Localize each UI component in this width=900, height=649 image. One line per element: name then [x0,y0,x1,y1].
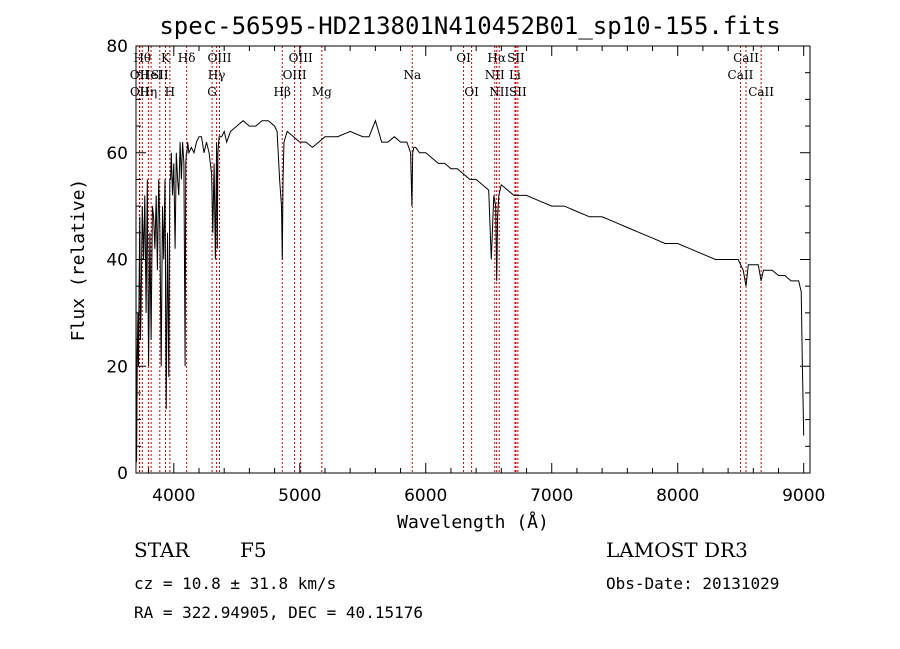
x-axis-label: Wavelength (Å) [397,511,549,533]
line-marker-label: OI [456,51,471,65]
x-axis-ticks: 4000 5000 6000 7000 8000 9000 [148,46,825,506]
line-marker-label: HeI [140,68,163,82]
line-marker-label: Hα [487,51,506,65]
y-axis-ticks: 0 20 40 60 80 [106,37,810,484]
line-marker-label: Hδ [178,51,196,65]
line-marker-label: CaII [728,68,754,82]
x-tick-label: 7000 [530,486,573,506]
line-marker-label: Li [509,68,521,82]
obs-date: Obs-Date: 20131029 [606,574,780,593]
line-marker-label: SII [509,85,527,99]
line-marker-label: OI [464,85,479,99]
x-tick-label: 6000 [404,486,447,506]
coordinates: RA = 322.94905, DEC = 40.15176 [134,603,423,622]
line-marker-label: Hη [140,85,158,99]
line-marker-label: NII [485,68,505,82]
line-marker-label: NII [489,85,509,99]
line-marker-label: OIII [283,68,307,82]
line-marker-label: OIII [289,51,313,65]
object-class: STAR [134,538,190,562]
subclass: F5 [240,538,267,562]
line-marker-label: H [165,85,175,99]
line-marker-label: G [207,85,217,99]
line-marker-label: CaII [733,51,759,65]
y-tick-label: 20 [106,357,128,377]
survey-name: LAMOST DR3 [606,538,748,562]
spectral-line-labels: OIIOIIHθHηHeISIIKHHδGHγOIIIHβOIIIOIIIMgN… [130,51,775,99]
line-marker-label: Hγ [208,68,226,82]
x-tick-label: 4000 [152,486,195,506]
spectrum-line [135,119,805,463]
line-marker-label: Mg [312,85,332,99]
line-marker-label: OII [130,85,150,99]
y-tick-label: 60 [106,144,128,164]
line-marker-label: SII [507,51,525,65]
plot-frame [135,45,811,474]
y-tick-label: 80 [106,37,128,57]
x-tick-label: 5000 [278,486,321,506]
spectral-line-markers [138,46,762,473]
line-marker-label: Na [403,68,421,82]
x-tick-label: 8000 [656,486,699,506]
line-marker-label: OII [130,68,150,82]
line-marker-label: CaII [748,85,774,99]
x-tick-label: 9000 [782,486,825,506]
y-tick-label: 40 [106,251,128,271]
line-marker-label: Hβ [274,85,291,99]
line-marker-label: Hθ [133,51,151,65]
chart-title: spec-56595-HD213801N410452B01_sp10-155.f… [159,12,780,40]
y-axis-label: Flux (relative) [68,179,89,342]
line-marker-label: OIII [207,51,231,65]
y-tick-label: 0 [117,464,128,484]
line-marker-label: SII [151,68,169,82]
line-marker-label: K [161,51,171,65]
redshift-text: cz = 10.8 ± 31.8 km/s [134,574,337,593]
